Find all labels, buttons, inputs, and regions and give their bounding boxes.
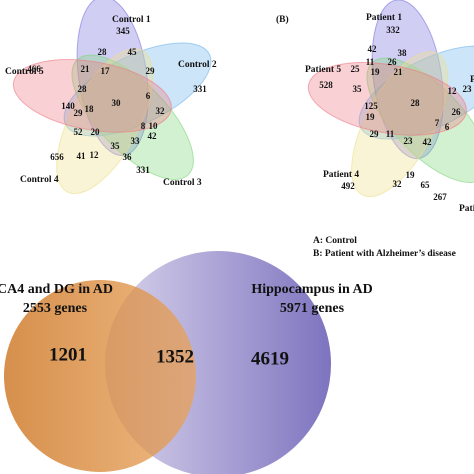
region-count: 12 [448,86,458,96]
region-count: 345 [116,26,130,36]
set-label: Control 2 [178,60,217,70]
set-label: Control 5 [5,67,44,77]
region-count: 267 [433,192,447,202]
region-count: 12 [90,150,100,160]
region-count: 656 [50,152,64,162]
panel-tag: (B) [276,14,289,25]
region-count: 35 [111,141,121,151]
set-label: Control 3 [163,178,202,188]
region-count: 11 [366,57,375,67]
right-count: 5971 genes [280,301,345,316]
region-count: 28 [98,47,108,57]
region-count: 125 [364,101,378,111]
region-count: 20 [91,127,101,137]
region-count: 7 [435,118,440,128]
region-count: 8 [141,121,146,131]
region-count: 140 [61,101,75,111]
region-count: 466 [27,64,41,74]
region-count: 19 [406,170,416,180]
region-count: 6 [445,122,450,132]
region-count: 41 [77,151,87,161]
region-count: 29 [146,66,156,76]
region-count: 52 [74,127,84,137]
region-count: 42 [148,131,158,141]
region-count: 33 [131,136,141,146]
petal [307,62,467,136]
region-count: 32 [156,106,166,116]
region-count: 36 [123,152,133,162]
left-count: 2553 genes [23,301,88,316]
legend-item: B: Patient with Alzheimer’s disease [313,249,456,259]
region-count: 17 [101,66,111,76]
set-label: Patient 2 [470,75,474,85]
region-count: 29 [370,129,380,139]
set-label: Control 1 [112,15,151,25]
region-count: 528 [319,80,333,90]
region-count: 18 [85,104,95,114]
region-count: 42 [423,137,433,147]
region-count: 10 [149,121,159,131]
petal [351,51,449,198]
region-count: 23 [463,84,473,94]
region-count: 21 [394,67,404,77]
region-count: 26 [388,57,398,67]
region-count: 30 [112,98,122,108]
set-label: Control 4 [20,175,59,185]
region-count: 28 [411,98,421,108]
left-title: CA4 and DG in AD [0,282,113,297]
region-count: 42 [368,44,378,54]
legend-item: A: Control [313,236,357,246]
petal [12,59,172,133]
region-count: 32 [393,179,403,189]
region-count: 4619 [251,348,289,369]
region-count: 331 [193,84,207,94]
region-count: 28 [78,84,88,94]
region-count: 45 [128,47,138,57]
set-label: Patient 4 [323,170,359,180]
region-count: 35 [353,84,363,94]
set-label: Patient 5 [305,65,341,75]
region-count: 21 [81,64,91,74]
region-count: 6 [146,91,151,101]
region-count: 1201 [49,344,87,365]
region-count: 19 [366,112,376,122]
set-label: Patient 1 [366,13,402,23]
region-count: 38 [398,48,408,58]
left-circle [4,280,196,472]
venn-petals [12,0,474,198]
region-count: 23 [404,136,414,146]
region-count: 26 [452,107,462,117]
petal [56,48,154,195]
region-count: 492 [341,181,355,191]
region-count: 11 [386,129,395,139]
region-count: 25 [351,64,361,74]
region-count: 1352 [156,346,194,367]
region-count: 332 [386,25,400,35]
right-title: Hippocampus in AD [251,282,372,297]
region-count: 29 [74,108,84,118]
region-count: 331 [136,165,150,175]
region-count: 19 [371,67,381,77]
set-label: Patient 3 [459,204,474,214]
region-count: 65 [421,180,431,190]
